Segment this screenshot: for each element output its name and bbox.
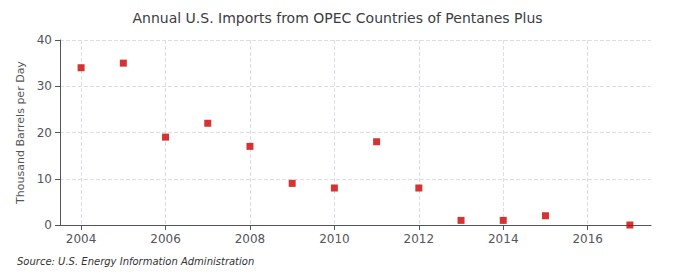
svg-text:Annual U.S. Imports from OPEC: Annual U.S. Imports from OPEC Countries …	[132, 10, 542, 26]
svg-text:40: 40	[37, 33, 52, 47]
svg-text:30: 30	[37, 79, 52, 93]
svg-text:2014: 2014	[488, 232, 519, 246]
svg-text:2006: 2006	[150, 232, 181, 246]
svg-text:2004: 2004	[66, 232, 97, 246]
svg-text:20: 20	[37, 126, 52, 140]
svg-text:2010: 2010	[319, 232, 350, 246]
svg-text:2012: 2012	[404, 232, 435, 246]
svg-text:Source: U.S. Energy Informatio: Source: U.S. Energy Information Administ…	[17, 256, 254, 267]
svg-text:2008: 2008	[235, 232, 266, 246]
svg-text:10: 10	[37, 172, 52, 186]
svg-text:0: 0	[44, 218, 52, 232]
svg-text:2016: 2016	[572, 232, 603, 246]
svg-text:Thousand Barrels per Day: Thousand Barrels per Day	[14, 61, 27, 205]
